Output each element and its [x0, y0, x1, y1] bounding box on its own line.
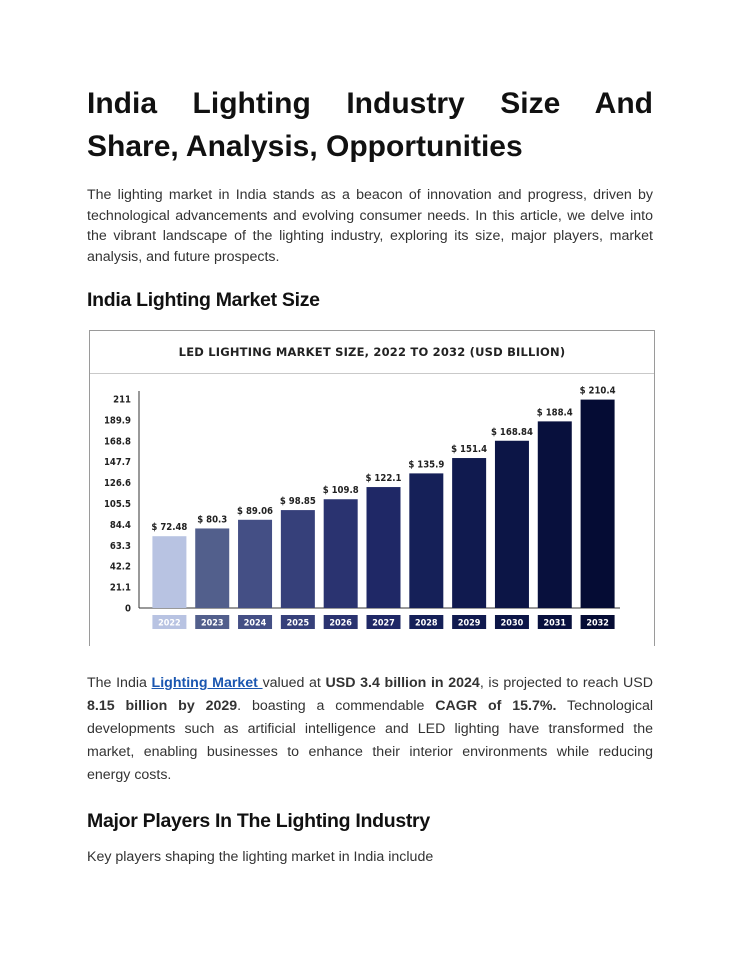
bar-2032 [580, 399, 615, 608]
market-paragraph-line-4: market, enabling businesses to enhance t… [87, 744, 653, 760]
bar-value-label: $ 98.85 [280, 496, 316, 507]
y-tick-label: 63.3 [110, 541, 131, 552]
x-category-box [195, 615, 230, 629]
title-line-2: Share, Analysis, Opportunities [87, 130, 523, 163]
y-tick-label: 211 [113, 395, 131, 406]
y-tick-label: 168.8 [104, 436, 131, 447]
cagr-bold: CAGR of 15.7%. [435, 698, 557, 714]
bar-value-label: $ 151.4 [451, 444, 487, 455]
text-segment: Technological [556, 698, 654, 714]
x-category-label: 2025 [287, 619, 310, 629]
y-tick-label: 21.1 [110, 583, 131, 594]
bar-chart: 0 21.1 42.2 63.3 84.4 105.5 126.6 147.7 168.8 189… [104, 386, 620, 629]
section-heading-major-players: Major Players In The Lighting Industry [87, 810, 430, 832]
section-heading-market-size: India Lighting Market Size [87, 289, 320, 311]
x-category-box [452, 615, 487, 629]
bar-value-label: $ 210.4 [580, 386, 616, 397]
bar-value-label: $ 122.1 [366, 473, 402, 484]
bar-2023 [195, 528, 230, 608]
market-paragraph-line-1: The India Lighting Market valued at USD … [87, 672, 653, 695]
y-tick-label: 105.5 [104, 499, 131, 510]
x-category-label: 2029 [458, 619, 481, 629]
y-tick-label: 147.7 [104, 457, 131, 468]
bar-2030 [494, 440, 529, 608]
y-tick-label: 0 [125, 604, 131, 615]
x-category-label: 2032 [586, 619, 609, 629]
y-tick-label: 42.2 [110, 562, 131, 573]
bar-2025 [280, 510, 315, 608]
x-category-box [580, 615, 615, 629]
y-tick-label: 84.4 [110, 520, 131, 531]
y-tick-label: 126.6 [104, 478, 131, 489]
article-title: India Lighting Industry Size And Share, … [87, 82, 653, 168]
x-category-box [494, 615, 529, 629]
x-category-label: 2031 [543, 619, 566, 629]
bar-value-label: $ 109.8 [323, 485, 359, 496]
x-category-box [152, 615, 187, 629]
bar-value-label: $ 89.06 [237, 506, 273, 517]
text-segment: The India [87, 675, 152, 691]
bar-value-label: $ 188.4 [537, 407, 573, 418]
chart-title: LED LIGHTING MARKET SIZE, 2022 TO 2032 (… [178, 345, 566, 359]
x-category-label: 2027 [372, 619, 395, 629]
x-category-box [409, 615, 444, 629]
x-category-box [323, 615, 358, 629]
intro-paragraph: The lighting market in India stands as a… [87, 187, 653, 265]
bar-2031 [537, 421, 572, 608]
market-value-bold: USD 3.4 billion in 2024 [325, 675, 480, 691]
projected-value-bold: 8.15 billion by 2029 [87, 698, 238, 714]
y-axis-ticks: 0 21.1 42.2 63.3 84.4 105.5 126.6 147.7 168.8 189… [104, 395, 131, 615]
y-tick-label: 189.9 [104, 415, 131, 426]
market-paragraph-line-5: energy costs. [87, 767, 172, 783]
bars [152, 399, 615, 608]
x-category-box [238, 615, 273, 629]
x-category-label: 2024 [244, 619, 267, 629]
x-category-label: 2023 [201, 619, 224, 629]
x-category-box [366, 615, 401, 629]
bar-2029 [452, 458, 487, 608]
bar-value-label: $ 72.48 [151, 522, 187, 533]
bar-2024 [238, 519, 273, 608]
x-category-box [537, 615, 572, 629]
players-paragraph: Key players shaping the lighting market … [87, 849, 434, 865]
x-category-label: 2030 [501, 619, 524, 629]
value-labels: $ 72.48 $ 80.3 $ 89.06 $ 98.85 $ 109.8 $ 122.… [151, 386, 615, 534]
market-paragraph-line-2: 8.15 billion by 2029. boasting a commend… [87, 695, 653, 718]
market-paragraph-line-3: developments such as artificial intellig… [87, 721, 653, 737]
bar-value-label: $ 80.3 [197, 514, 227, 525]
market-paragraph: The India Lighting Market valued at USD … [87, 672, 653, 787]
category-labels: 2022 2023 2024 2025 2026 2027 2028 2029 2030 2031… [152, 615, 615, 629]
bar-value-label: $ 135.9 [408, 459, 444, 470]
x-category-box [280, 615, 315, 629]
text-segment: . boasting a commendable [237, 698, 436, 714]
bar-2022 [152, 536, 187, 608]
bar-value-label: $ 168.84 [491, 427, 533, 438]
bar-2028 [409, 473, 444, 608]
x-category-label: 2022 [158, 619, 181, 629]
bar-2027 [366, 487, 401, 608]
x-category-label: 2028 [415, 619, 438, 629]
lighting-market-link[interactable]: Lighting Market [151, 675, 263, 691]
x-category-label: 2026 [329, 619, 352, 629]
title-line-1: India Lighting Industry Size And [87, 87, 653, 120]
chart-title-band: LED LIGHTING MARKET SIZE, 2022 TO 2032 (… [90, 331, 654, 374]
bar-2026 [323, 499, 358, 608]
text-segment: valued at [262, 675, 326, 691]
text-segment: , is projected to reach USD [479, 675, 653, 691]
chart-container: LED LIGHTING MARKET SIZE, 2022 TO 2032 (… [89, 330, 655, 646]
